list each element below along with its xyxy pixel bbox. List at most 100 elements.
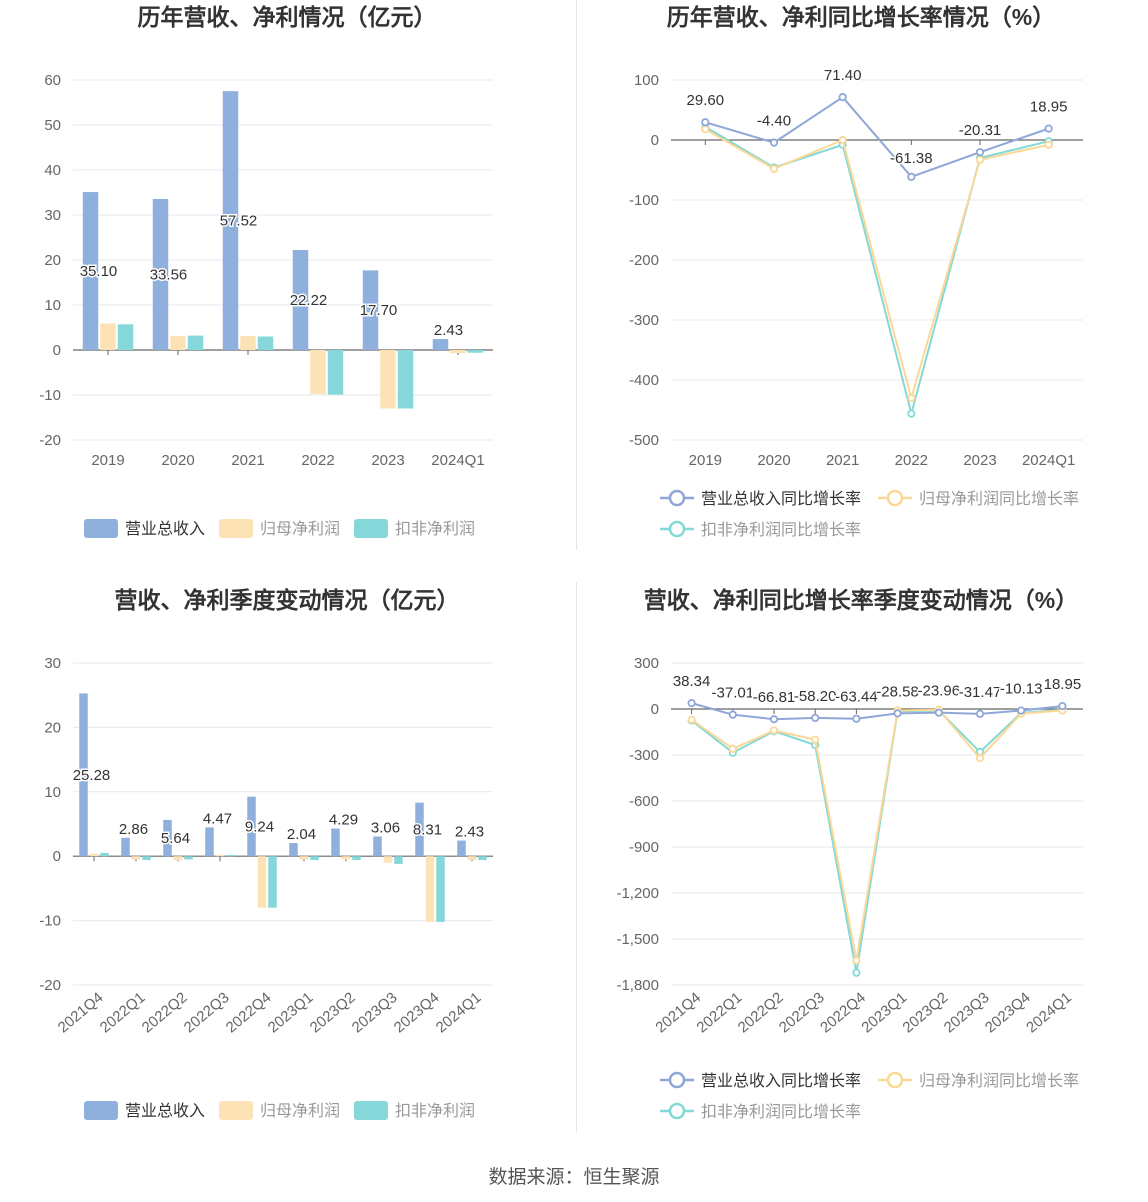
legend-label: 扣非净利润同比增长率: [701, 1103, 861, 1121]
bar: [289, 843, 298, 857]
chart-group: 营收、净利同比增长率季度变动情况（%） 300 0 -300 -600 -900 -1,20…: [616, 587, 1083, 1121]
bar-value-label: 35.10: [80, 263, 118, 280]
legend-label: 营业总收入同比增长率: [701, 1072, 861, 1090]
annual-growth-rate-chart: 历年营收、净利同比增长率情况（%） 100 0 -100 -200 -300 -400 -50…: [629, 4, 1083, 539]
y-tick-label: 0: [651, 132, 659, 149]
bar: [299, 856, 309, 860]
y-tick-label: 0: [53, 342, 61, 359]
bar: [215, 854, 225, 857]
bar: [310, 856, 319, 861]
chart-group: 历年营收、净利情况（亿元） 60 50 40 30 20 10 0 -10 -20 2019 2020…: [39, 4, 493, 538]
x-tick-label: 2024Q1: [433, 989, 485, 1036]
bar: [268, 856, 277, 908]
series-point: [975, 148, 985, 157]
point-value-label: 18.95: [1030, 99, 1068, 116]
y-tick-label: -100: [629, 192, 659, 209]
x-tick-label: 2022Q1: [694, 989, 746, 1036]
series-point: [838, 93, 847, 102]
x-tick-label: 2022Q3: [181, 989, 233, 1036]
point-value-label: -61.38: [890, 150, 933, 167]
chart-title: 营收、净利季度变动情况（亿元）: [115, 587, 460, 613]
bar: [257, 336, 274, 350]
series-point: [852, 956, 861, 965]
legend-marker: [886, 1071, 904, 1089]
legend-label: 扣非净利润: [395, 520, 475, 538]
bar: [226, 854, 235, 857]
bar: [478, 856, 487, 861]
annual-revenue-profit-chart: 历年营收、净利情况（亿元） 60 50 40 30 20 10 0 -10 -20 2019 2020…: [39, 4, 493, 538]
bar-value-label: 2.04: [287, 826, 316, 843]
y-tick-label: 0: [53, 848, 61, 865]
x-tick-label: 2021Q4: [55, 989, 107, 1036]
series-point: [934, 708, 943, 717]
x-tick-label: 2023: [963, 452, 996, 469]
bar-value-label: 33.56: [150, 266, 188, 283]
bar-value-label: 57.52: [220, 213, 258, 230]
x-tick-label: 2023: [371, 452, 404, 469]
point-value-label: -20.31: [959, 122, 1002, 139]
point-value-label: -31.47: [959, 684, 1002, 701]
bar-value-label: 4.47: [203, 810, 232, 827]
bar-value-label: 2.43: [455, 824, 484, 841]
x-tick-label: 2024Q1: [1023, 989, 1075, 1036]
series-point: [907, 409, 916, 418]
bar: [163, 819, 172, 857]
x-tick-label: 2023Q3: [349, 989, 401, 1036]
series-point: [838, 135, 847, 145]
series-point: [893, 709, 902, 718]
legend-swatch: [354, 519, 388, 538]
bar: [257, 856, 267, 908]
bar: [121, 837, 130, 857]
legend-swatch: [84, 1101, 118, 1120]
bar-value-label: 4.29: [329, 812, 358, 829]
point-value-label: -37.01: [712, 685, 755, 702]
bar: [187, 335, 204, 350]
x-tick-label: 2023Q3: [941, 989, 993, 1036]
bar: [170, 336, 186, 350]
point-value-label: 38.34: [673, 673, 711, 690]
series-point: [728, 710, 737, 719]
bar: [380, 350, 396, 409]
bar-value-label: 25.28: [73, 767, 111, 784]
y-tick-label: 10: [44, 297, 61, 314]
legend-swatch: [219, 519, 253, 538]
x-tick-label: 2023Q2: [307, 989, 359, 1036]
y-tick-label: 20: [44, 719, 61, 736]
annual-growth-rate-panel: 历年营收、净利同比增长率情况（%） 100 0 -100 -200 -300 -400 -50…: [574, 0, 1148, 580]
annual-revenue-profit-panel: 历年营收、净利情况（亿元） 60 50 40 30 20 10 0 -10 -20 2019 2020…: [0, 0, 574, 580]
x-tick-label: 2022Q2: [139, 989, 191, 1036]
x-tick-label: 2022Q4: [223, 989, 275, 1036]
point-value-label: -28.58: [876, 683, 919, 700]
bar-value-label: 2.43: [434, 322, 463, 339]
y-tick-label: 300: [634, 655, 659, 672]
legend-marker: [668, 1071, 686, 1089]
y-tick-label: -20: [39, 432, 61, 449]
series-line: [691, 708, 1063, 961]
y-tick-label: -900: [629, 839, 659, 856]
y-tick-label: -500: [629, 432, 659, 449]
x-tick-label: 2022Q1: [97, 989, 149, 1036]
series-point: [975, 709, 985, 718]
legend-label: 归母净利润: [260, 1102, 340, 1120]
point-value-label: 71.40: [824, 67, 862, 84]
point-value-label: -66.81: [753, 689, 796, 706]
legend-label: 扣非净利润: [395, 1102, 475, 1120]
series-point: [1044, 140, 1053, 149]
series-point: [1058, 701, 1067, 711]
bar: [100, 852, 109, 857]
x-tick-label: 2020: [161, 452, 194, 469]
legend-label: 营业总收入: [125, 520, 205, 538]
quarterly-growth-rate-chart: 营收、净利同比增长率季度变动情况（%） 300 0 -300 -600 -900 -1,20…: [616, 587, 1083, 1121]
bar: [397, 350, 414, 409]
y-tick-label: -400: [629, 372, 659, 389]
series-line: [690, 708, 1063, 973]
point-value-label: 18.95: [1044, 676, 1082, 693]
bar: [79, 693, 88, 857]
bar: [247, 796, 256, 857]
series-point: [769, 715, 779, 724]
bar: [327, 350, 344, 395]
bar: [425, 856, 435, 922]
y-tick-label: 20: [44, 252, 61, 269]
x-tick-label: 2023Q4: [391, 989, 443, 1036]
bar: [205, 827, 214, 857]
